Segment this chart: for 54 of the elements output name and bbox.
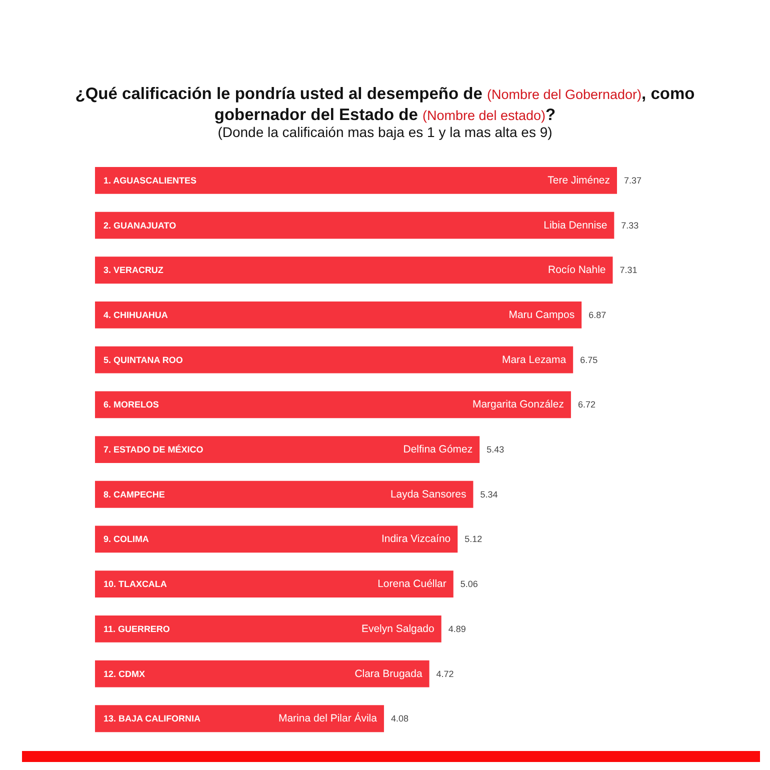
bar xyxy=(95,704,384,732)
data-label: 7.37 xyxy=(624,175,642,186)
bar xyxy=(95,211,614,238)
data-label: 4.72 xyxy=(436,668,454,678)
y-tick-label: 5. QUINTANA ROO xyxy=(104,354,183,364)
data-label: 6.87 xyxy=(588,310,606,320)
y-tick-label: 9. COLIMA xyxy=(104,534,150,544)
annotation: Mara Lezama xyxy=(502,354,566,366)
bar xyxy=(95,615,442,642)
data-label: 6.75 xyxy=(580,354,598,364)
y-tick-label: 7. ESTADO DE MÉXICO xyxy=(104,444,204,454)
data-label: 7.31 xyxy=(620,264,638,275)
bar xyxy=(95,166,617,194)
bar xyxy=(95,570,454,598)
data-label: 4.89 xyxy=(448,624,466,634)
annotation: Delfina Gómez xyxy=(403,444,473,456)
annotation: Evelyn Salgado xyxy=(361,624,435,635)
y-tick-label: 6. MORELOS xyxy=(104,399,159,410)
annotation: Marina del Pilar Ávila xyxy=(278,711,378,724)
annotation: Indira Vizcaíno xyxy=(381,534,451,545)
annotation: Margarita González xyxy=(472,399,564,410)
y-tick-label: 3. VERACRUZ xyxy=(104,264,164,275)
y-tick-label: 10. TLAXCALA xyxy=(104,578,168,589)
data-label: 5.12 xyxy=(464,534,482,544)
annotation: Rocío Nahle xyxy=(548,264,606,276)
y-tick-label: 11. GUERRERO xyxy=(104,624,170,634)
data-label: 5.34 xyxy=(480,488,498,499)
y-tick-label: 8. CAMPECHE xyxy=(104,488,165,499)
data-label: 5.06 xyxy=(460,578,478,589)
annotation: Lorena Cuéllar xyxy=(378,578,447,590)
data-label: 5.43 xyxy=(486,444,504,454)
annotation: Clara Brugada xyxy=(354,668,422,680)
y-tick-label: 1. AGUASCALIENTES xyxy=(104,175,197,186)
data-label: 6.72 xyxy=(578,399,596,410)
bar xyxy=(95,480,474,508)
bar xyxy=(95,436,480,463)
annotation: Libia Dennise xyxy=(544,220,608,231)
y-tick-label: 13. BAJA CALIFORNIA xyxy=(104,713,202,724)
annotation: Maru Campos xyxy=(508,310,575,321)
bar xyxy=(95,256,613,284)
data-label: 7.33 xyxy=(621,220,639,230)
chart-title: ¿Qué calificación le pondría usted al desempeño de (Nombre del Gobernador), como gobernador del Estado de (Nombre del estado)? xyxy=(75,85,695,124)
bar xyxy=(95,390,571,418)
bar xyxy=(95,301,582,328)
y-tick-label: 4. CHIHUAHUA xyxy=(104,310,168,320)
chart-subtitle: (Donde la calificaión mas baja es 1 y la mas alta es 9) xyxy=(216,124,554,140)
annotation: Tere Jiménez xyxy=(548,175,610,186)
bar xyxy=(95,346,574,373)
y-tick-label: 2. GUANAJUATO xyxy=(104,220,176,230)
annotation: Layda Sansores xyxy=(390,488,466,500)
bar xyxy=(95,660,430,687)
data-label: 4.08 xyxy=(390,713,408,724)
bar xyxy=(95,525,458,552)
y-tick-label: 12. CDMX xyxy=(104,668,145,678)
